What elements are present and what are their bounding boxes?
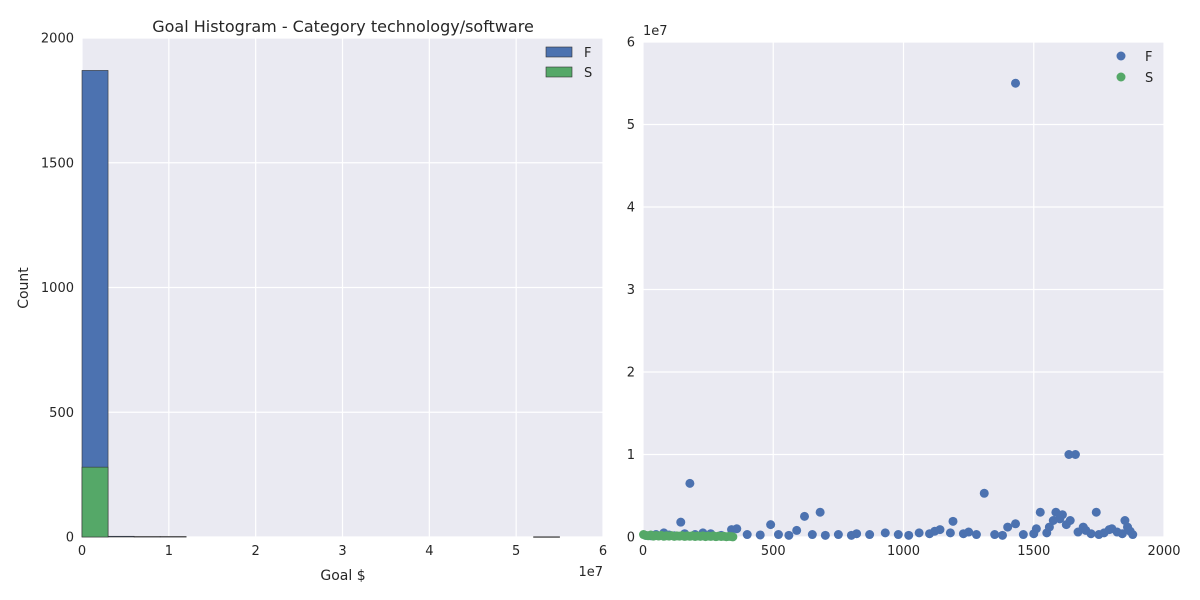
histogram-bar-f: [107, 535, 135, 538]
scatter-point-f: [904, 530, 914, 540]
scatter-point-f: [1091, 507, 1101, 517]
histogram-legend-label-f: F: [584, 46, 591, 61]
scatter-point-f: [1057, 510, 1067, 520]
scatter-point-s: [728, 532, 738, 542]
scatter-legend-label-f: F: [1145, 50, 1152, 65]
histogram-title: Goal Histogram - Category technology/sof…: [152, 17, 534, 36]
scatter-y-tick-label: 2: [627, 366, 635, 381]
scatter-point-f: [820, 530, 830, 540]
scatter-point-f: [948, 516, 958, 526]
histogram-legend: FS: [545, 46, 592, 81]
histogram-legend-swatch-s: [545, 66, 573, 78]
scatter-x-tick-label: 2000: [1147, 544, 1180, 559]
scatter-point-f: [865, 530, 875, 540]
scatter-point-f: [815, 507, 825, 517]
scatter-legend-label-s: S: [1145, 71, 1153, 86]
scatter-y-offset-label: 1e7: [643, 24, 668, 39]
histogram-x-tick-label: 2: [252, 544, 260, 559]
histogram-bar-f: [133, 536, 161, 538]
scatter-legend-marker-s: [1116, 72, 1126, 82]
scatter-point-f: [914, 528, 924, 538]
scatter-point-f: [1044, 522, 1054, 532]
scatter-points: [639, 78, 1138, 542]
scatter-point-f: [685, 478, 695, 488]
histogram-legend-label-s: S: [584, 66, 592, 81]
scatter-y-tick-label: 3: [627, 283, 635, 298]
scatter-point-f: [766, 520, 776, 530]
scatter-x-tick-label: 1500: [1017, 544, 1050, 559]
scatter-point-f: [1035, 507, 1045, 517]
scatter-point-f: [800, 511, 810, 521]
histogram-y-tick-label: 1000: [41, 281, 74, 296]
histogram-bar-f: [159, 536, 187, 538]
scatter-x-tick-label: 0: [639, 544, 647, 559]
scatter-x-tick-label: 500: [761, 544, 786, 559]
scatter-point-f: [997, 530, 1007, 540]
scatter-point-f: [979, 488, 989, 498]
scatter-point-f: [935, 525, 945, 535]
scatter-point-f: [893, 530, 903, 540]
scatter-point-f: [1064, 450, 1074, 459]
histogram-x-tick-label: 3: [338, 544, 346, 559]
scatter-point-f: [792, 525, 802, 535]
scatter-point-f: [971, 530, 981, 540]
scatter-point-f: [755, 530, 765, 540]
histogram-x-tick-label: 1: [165, 544, 173, 559]
scatter-point-f: [852, 529, 862, 539]
histogram-bar-f: [533, 536, 560, 538]
histogram-panel: 0 1 2 3 4 5 6 0 500 1000 1500 2000 Goal Histogram …: [16, 17, 607, 584]
histogram-x-tick-label: 0: [78, 544, 86, 559]
scatter-y-tick-label: 0: [627, 531, 635, 546]
scatter-point-f: [880, 528, 890, 538]
scatter-point-f: [833, 530, 843, 540]
histogram-y-tick-label: 500: [49, 406, 74, 421]
scatter-point-f: [1070, 450, 1080, 459]
histogram-x-tick-labels: 0 1 2 3 4 5 6: [78, 544, 607, 559]
scatter-point-f: [784, 530, 794, 540]
scatter-y-tick-label: 4: [627, 201, 635, 216]
scatter-y-tick-labels: 0 1 2 3 4 5 6: [627, 36, 635, 546]
histogram-legend-swatch-f: [545, 46, 573, 58]
scatter-point-f: [1011, 519, 1021, 529]
histogram-x-tick-label: 6: [599, 544, 607, 559]
scatter-point-f: [1065, 516, 1075, 525]
scatter-x-tick-label: 1000: [887, 544, 920, 559]
histogram-bar-s: [81, 466, 109, 538]
histogram-y-tick-label: 0: [66, 531, 74, 546]
histogram-x-tick-label: 5: [512, 544, 520, 559]
scatter-y-tick-label: 6: [627, 36, 635, 51]
scatter-legend: FS: [1116, 50, 1153, 86]
scatter-point-f: [964, 527, 974, 537]
scatter-point-f: [676, 517, 686, 527]
scatter-point-f: [1128, 530, 1138, 540]
scatter-point-f: [742, 530, 752, 540]
scatter-point-f: [945, 528, 955, 538]
scatter-x-tick-labels: 0 500 1000 1500 2000: [639, 544, 1181, 559]
histogram-x-axis-label: Goal $: [320, 568, 365, 584]
scatter-point-f: [1086, 529, 1096, 539]
histogram-x-offset-label: 1e7: [578, 565, 603, 580]
histogram-bar-f: [81, 70, 109, 538]
histogram-bars: [81, 70, 560, 538]
scatter-gridlines: [642, 41, 1165, 538]
histogram-y-tick-labels: 0 500 1000 1500 2000: [41, 32, 74, 546]
scatter-y-tick-label: 1: [627, 448, 635, 463]
scatter-point-f: [1117, 529, 1127, 539]
scatter-point-f: [1018, 530, 1028, 540]
scatter-point-f: [1011, 78, 1021, 88]
scatter-point-f: [1003, 522, 1013, 532]
scatter-legend-marker-f: [1116, 51, 1126, 61]
scatter-point-f: [990, 530, 1000, 540]
scatter-point-f: [773, 530, 783, 540]
scatter-y-tick-label: 5: [627, 118, 635, 133]
scatter-panel: 0 500 1000 1500 2000 0 1 2 3 4 5 6 1e7 FS: [627, 24, 1181, 559]
histogram-y-tick-label: 2000: [41, 32, 74, 47]
histogram-y-axis-label: Count: [16, 267, 32, 309]
scatter-point-f: [732, 524, 742, 534]
histogram-x-tick-label: 4: [425, 544, 433, 559]
scatter-point-f: [807, 530, 817, 540]
histogram-y-tick-label: 1500: [41, 156, 74, 171]
scatter-point-f: [1031, 524, 1041, 534]
